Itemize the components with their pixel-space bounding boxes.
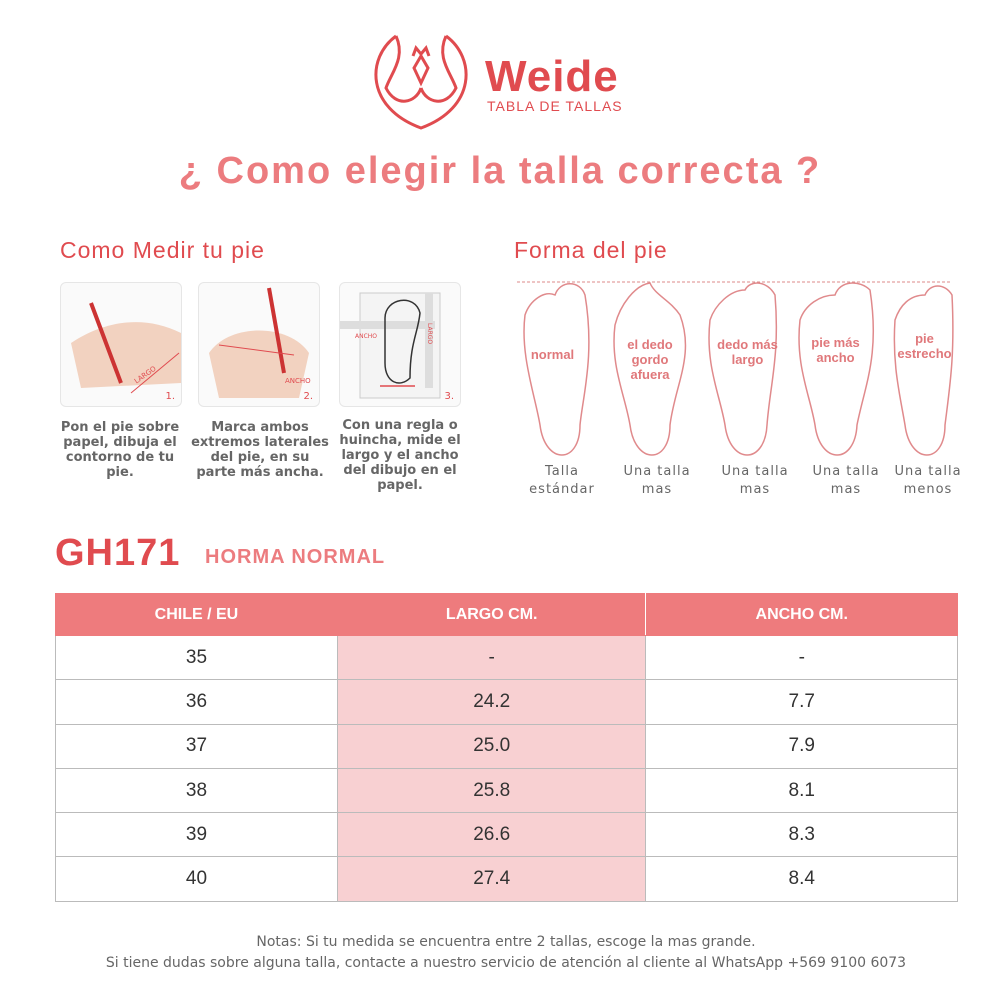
step-1-text: Pon el pie sobre papel, dibuja el contor… bbox=[60, 420, 180, 480]
foot-outline-normal-icon bbox=[523, 283, 590, 456]
note-line: Notas: Si tu medida se encuentra entre 2… bbox=[256, 934, 756, 950]
foot-caption: Una talla mas bbox=[812, 464, 880, 497]
size-cell: 35 bbox=[55, 634, 338, 681]
foot-caption: Una talla mas bbox=[623, 464, 691, 497]
table-row: 39 26.6 8.3 bbox=[55, 812, 958, 858]
ancho-label: ANCHO bbox=[355, 333, 378, 340]
length-cell: 24.2 bbox=[336, 679, 647, 725]
width-cell: 8.4 bbox=[645, 856, 958, 902]
step-number: 3. bbox=[444, 391, 454, 402]
width-cell: - bbox=[645, 634, 958, 681]
note-line: Si tiene dudas sobre alguna talla, conta… bbox=[105, 955, 907, 971]
length-cell: 25.0 bbox=[336, 723, 647, 769]
size-cell: 36 bbox=[55, 679, 338, 725]
foot-caption: Talla estándar bbox=[529, 464, 595, 497]
page-title: ¿ Como elegir la talla correcta ? bbox=[178, 150, 822, 192]
size-table: CHILE / EU LARGO CM. ANCHO CM. 35- -36 24.… bbox=[55, 593, 958, 902]
brand-name: Weide bbox=[485, 52, 619, 101]
step-number: 2. bbox=[303, 391, 313, 402]
width-cell: 8.1 bbox=[645, 767, 958, 814]
foot-outline-long-toe-icon bbox=[708, 282, 778, 456]
width-cell: 7.9 bbox=[645, 723, 958, 769]
foot-shapes-illustration bbox=[517, 281, 954, 456]
foot-label-bunion: el dedo gordo afuera bbox=[627, 337, 673, 382]
table-row: 38 25.8 8.1 bbox=[55, 767, 958, 814]
size-cell: 38 bbox=[55, 767, 338, 814]
size-cell: 40 bbox=[55, 856, 338, 902]
size-cell: 37 bbox=[55, 723, 338, 769]
foot-label-long-toe: dedo más largo bbox=[717, 337, 778, 367]
column-header-width: ANCHO CM. bbox=[645, 593, 958, 636]
step-number: 1. bbox=[165, 391, 175, 402]
table-row: 36 24.2 7.7 bbox=[55, 679, 958, 725]
size-cell: 39 bbox=[55, 812, 338, 858]
foot-label-wide: pie más ancho bbox=[811, 335, 860, 365]
foot-marking-icon bbox=[209, 287, 309, 398]
step-1-image: LARGO 1. bbox=[60, 282, 182, 407]
foot-label-narrow: pie estrecho bbox=[897, 331, 952, 361]
foot-outline-wide-icon bbox=[798, 282, 875, 456]
brand-subtitle: TABLA DE TALLAS bbox=[487, 98, 623, 114]
step-3-image: ANCHO LARGO 3. bbox=[339, 282, 461, 407]
model-code: GH171 bbox=[55, 532, 181, 574]
foot-outline-ruler-icon bbox=[340, 292, 441, 399]
fit-type: HORMA NORMAL bbox=[205, 546, 386, 568]
foot-outline-narrow-icon bbox=[893, 285, 954, 456]
shape-heading: Forma del pie bbox=[514, 237, 668, 263]
step-3-text: Con una regla o huincha, mide el largo y… bbox=[339, 418, 461, 493]
largo-label: LARGO bbox=[426, 323, 433, 345]
column-header-size: CHILE / EU bbox=[55, 593, 338, 636]
length-cell: 27.4 bbox=[336, 856, 647, 902]
ancho-label: ANCHO bbox=[285, 377, 311, 385]
width-cell: 8.3 bbox=[645, 812, 958, 858]
step-2-text: Marca ambos extremos laterales del pie, … bbox=[191, 420, 329, 480]
foot-caption: Una talla menos bbox=[894, 464, 962, 497]
table-row: 40 27.4 8.4 bbox=[55, 856, 958, 902]
length-cell: 25.8 bbox=[336, 767, 647, 814]
table-row: 35- - bbox=[55, 634, 958, 681]
table-row: 37 25.0 7.9 bbox=[55, 723, 958, 769]
foot-on-paper-icon bbox=[71, 302, 181, 394]
length-cell: 26.6 bbox=[336, 812, 647, 858]
column-header-length: LARGO CM. bbox=[336, 593, 647, 636]
step-2-image: ANCHO 2. bbox=[198, 282, 320, 407]
brand-logo-icon bbox=[374, 34, 468, 130]
foot-label-normal: normal bbox=[530, 347, 575, 362]
foot-outline-bunion-icon bbox=[613, 282, 687, 456]
notes: Notas: Si tu medida se encuentra entre 2… bbox=[0, 932, 1000, 974]
length-cell: - bbox=[336, 634, 647, 681]
foot-caption: Una talla mas bbox=[721, 464, 789, 497]
measure-heading: Como Medir tu pie bbox=[60, 237, 265, 263]
width-cell: 7.7 bbox=[645, 679, 958, 725]
